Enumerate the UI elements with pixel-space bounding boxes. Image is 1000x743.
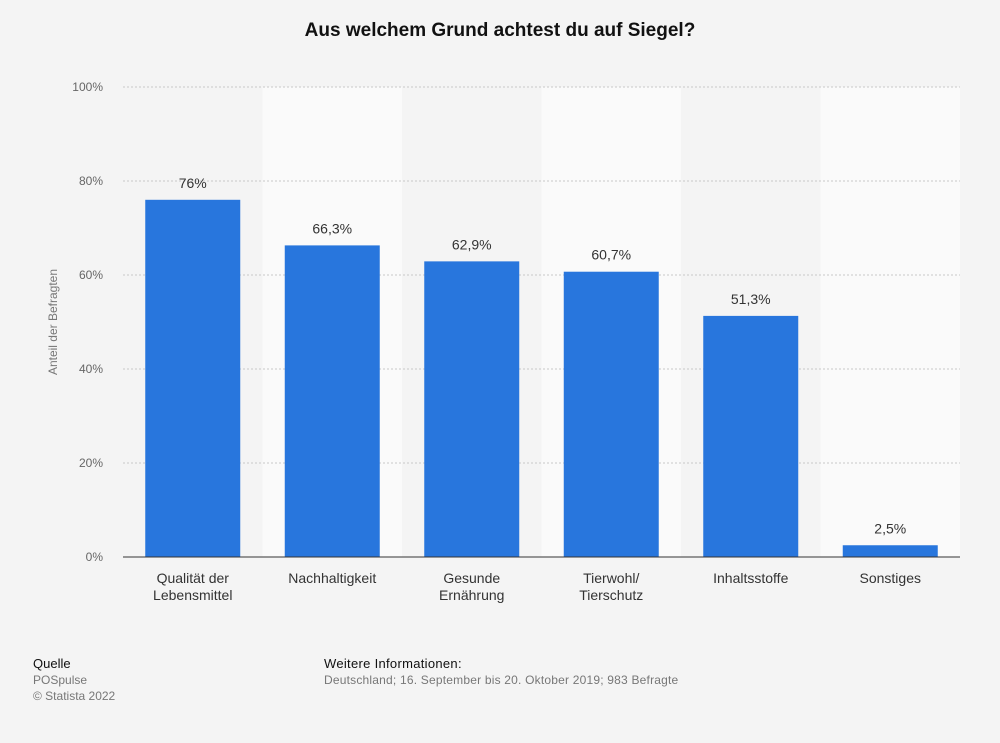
data-label: 2,5% — [874, 520, 906, 536]
bars — [145, 199, 938, 558]
bar — [703, 315, 799, 557]
bar — [842, 545, 938, 557]
category-label: Nachhaltigkeit — [288, 570, 376, 586]
info-heading: Weitere Informationen: — [324, 656, 462, 671]
y-axis-ticks: 0% 20% 40% 60% 80% 100% — [72, 80, 103, 564]
category-label: Gesunde Ernährung — [439, 570, 504, 603]
info-block: Weitere Informationen: Deutschland; 16. … — [324, 656, 678, 688]
chart-title: Aus welchem Grund achtest du auf Siegel? — [304, 20, 696, 41]
bar — [424, 261, 520, 557]
source-heading: Quelle — [33, 656, 71, 671]
data-label: 76% — [179, 175, 207, 191]
column-bands — [123, 87, 960, 557]
gridlines — [123, 86, 960, 464]
data-label: 66,3% — [312, 220, 352, 236]
bar-chart: 0% 20% 40% 60% 80% 100% 76% 66,3% 62,9% 60,7% 51,… — [46, 80, 960, 603]
column-band — [820, 87, 960, 557]
source-line-2: © Statista 2022 — [33, 689, 116, 703]
category-label: Inhaltsstoffe — [713, 570, 788, 586]
category-label: Qualität der Lebensmittel — [153, 570, 232, 603]
y-tick-label: 20% — [79, 456, 103, 470]
source-line-1: POSpulse — [33, 673, 88, 687]
bar — [284, 245, 380, 557]
y-tick-label: 40% — [79, 362, 103, 376]
bar — [145, 199, 241, 558]
y-axis-label: Anteil der Befragten — [46, 269, 60, 375]
category-labels: Qualität der Lebensmittel Nachhaltigkeit Ge… — [153, 570, 921, 603]
category-label: Sonstiges — [860, 570, 921, 586]
source-block: Quelle POSpulse © Statista 2022 — [33, 656, 115, 704]
y-tick-label: 0% — [86, 550, 104, 564]
data-labels: 76% 66,3% 62,9% 60,7% 51,3% 2,5% — [179, 175, 906, 536]
y-tick-label: 80% — [79, 174, 103, 188]
category-label: Tierwohl/Tierschutz — [579, 570, 643, 603]
info-text: Deutschland; 16. September bis 20. Oktob… — [324, 673, 679, 687]
data-label: 60,7% — [591, 247, 631, 263]
data-label: 51,3% — [731, 291, 771, 307]
y-tick-label: 60% — [79, 268, 103, 282]
y-tick-label: 100% — [72, 80, 103, 94]
data-label: 62,9% — [452, 236, 492, 252]
bar — [563, 271, 659, 557]
